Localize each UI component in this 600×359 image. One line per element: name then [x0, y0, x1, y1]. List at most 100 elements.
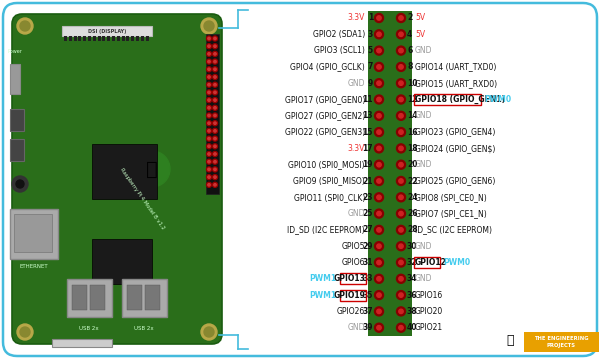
Text: GND: GND: [415, 111, 433, 120]
Text: GPIO10 (SPI0_MOSI): GPIO10 (SPI0_MOSI): [289, 160, 365, 169]
Circle shape: [374, 258, 383, 267]
Circle shape: [214, 99, 216, 101]
Circle shape: [399, 16, 403, 20]
Circle shape: [212, 129, 218, 134]
Circle shape: [397, 242, 406, 251]
FancyBboxPatch shape: [12, 14, 222, 344]
Circle shape: [212, 75, 218, 79]
Bar: [72, 285, 87, 310]
Text: 5: 5: [368, 46, 373, 55]
Circle shape: [212, 67, 218, 72]
Text: PROJECTS: PROJECTS: [547, 344, 575, 349]
Text: GND: GND: [347, 209, 365, 218]
Circle shape: [212, 174, 218, 180]
Circle shape: [214, 153, 216, 155]
Text: PWM0: PWM0: [443, 258, 470, 267]
Text: 28: 28: [407, 225, 418, 234]
Circle shape: [374, 209, 383, 218]
Text: GND: GND: [415, 274, 433, 283]
Circle shape: [208, 45, 210, 47]
Circle shape: [208, 160, 210, 163]
Circle shape: [374, 242, 383, 251]
Circle shape: [397, 111, 406, 120]
Text: GPIO15 (UART_RXD0): GPIO15 (UART_RXD0): [415, 79, 497, 88]
Text: GPIO26: GPIO26: [337, 307, 365, 316]
Bar: [122, 36, 125, 41]
Circle shape: [20, 21, 30, 31]
Circle shape: [208, 84, 210, 86]
Circle shape: [206, 105, 212, 110]
Circle shape: [397, 209, 406, 218]
Bar: [107, 36, 110, 41]
Circle shape: [206, 129, 212, 134]
Circle shape: [397, 62, 406, 71]
Bar: [127, 285, 142, 310]
Circle shape: [214, 137, 216, 140]
Text: 23: 23: [362, 193, 373, 202]
Text: GPIO14 (UART_TXD0): GPIO14 (UART_TXD0): [415, 62, 496, 71]
Text: GPIO16: GPIO16: [415, 290, 443, 300]
Bar: [141, 36, 144, 41]
Circle shape: [208, 99, 210, 101]
Text: 34: 34: [407, 274, 418, 283]
Circle shape: [208, 183, 210, 186]
Circle shape: [17, 324, 33, 340]
Circle shape: [377, 211, 381, 216]
Circle shape: [374, 127, 383, 137]
Circle shape: [208, 168, 210, 171]
Circle shape: [374, 46, 383, 55]
Bar: [62, 26, 152, 36]
Circle shape: [201, 324, 217, 340]
Circle shape: [397, 144, 406, 153]
Text: GPIO11 (SPI0_CLK): GPIO11 (SPI0_CLK): [293, 193, 365, 202]
Text: GND: GND: [347, 323, 365, 332]
Text: PWM1: PWM1: [310, 290, 337, 300]
Circle shape: [377, 113, 381, 118]
Circle shape: [214, 60, 216, 63]
Bar: [90, 285, 105, 310]
Text: 8: 8: [407, 62, 412, 71]
Circle shape: [212, 44, 218, 49]
Text: 👤: 👤: [506, 335, 514, 348]
Circle shape: [212, 167, 218, 172]
Circle shape: [399, 309, 403, 314]
Text: 33: 33: [362, 274, 373, 283]
Circle shape: [214, 76, 216, 78]
Text: 6: 6: [407, 46, 412, 55]
Circle shape: [12, 176, 28, 192]
Circle shape: [399, 211, 403, 216]
Circle shape: [377, 163, 381, 167]
Text: 1: 1: [368, 14, 373, 23]
Text: 19: 19: [362, 160, 373, 169]
Text: USB 2x: USB 2x: [134, 326, 154, 331]
Circle shape: [212, 90, 218, 95]
Circle shape: [212, 121, 218, 126]
Circle shape: [214, 45, 216, 47]
Circle shape: [399, 32, 403, 37]
Text: GPIO2 (SDA1): GPIO2 (SDA1): [313, 30, 365, 39]
Text: 40: 40: [407, 323, 418, 332]
Circle shape: [374, 62, 383, 71]
Circle shape: [399, 195, 403, 200]
Text: 31: 31: [362, 258, 373, 267]
Text: GPIO8 (SPI_CE0_N): GPIO8 (SPI_CE0_N): [415, 193, 487, 202]
Circle shape: [374, 14, 383, 23]
Circle shape: [374, 79, 383, 88]
Circle shape: [399, 146, 403, 150]
Circle shape: [377, 326, 381, 330]
Text: 20: 20: [407, 160, 418, 169]
Circle shape: [20, 327, 30, 337]
Text: 3.3V: 3.3V: [347, 144, 365, 153]
Text: 🍓: 🍓: [146, 159, 158, 178]
Circle shape: [214, 130, 216, 132]
Circle shape: [208, 68, 210, 70]
Circle shape: [214, 91, 216, 94]
Bar: [10, 109, 24, 131]
Circle shape: [206, 174, 212, 180]
Circle shape: [377, 244, 381, 248]
Text: 3: 3: [368, 30, 373, 39]
Text: 7: 7: [368, 62, 373, 71]
Bar: [122, 279, 167, 317]
Circle shape: [397, 274, 406, 283]
Circle shape: [397, 177, 406, 186]
